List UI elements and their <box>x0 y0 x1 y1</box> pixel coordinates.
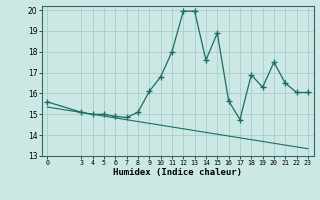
X-axis label: Humidex (Indice chaleur): Humidex (Indice chaleur) <box>113 168 242 177</box>
